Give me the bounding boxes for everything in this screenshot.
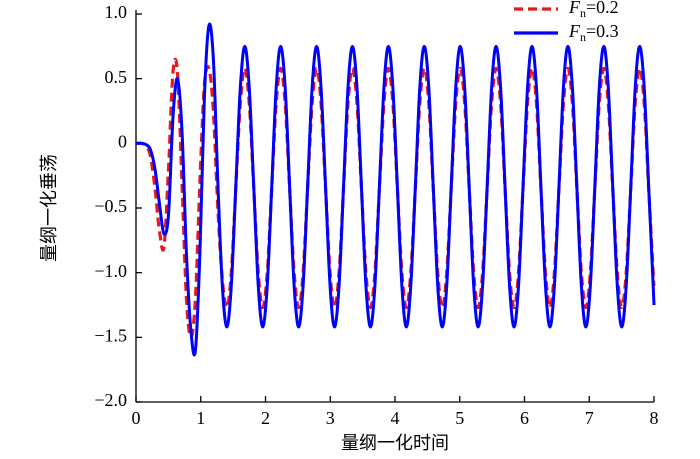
x-tick-label: 7 xyxy=(585,408,594,428)
x-tick-label: 3 xyxy=(326,408,335,428)
x-tick-label: 5 xyxy=(455,408,464,428)
x-tick-label: 6 xyxy=(520,408,529,428)
x-tick-label: 1 xyxy=(196,408,205,428)
legend-label: Fn=0.3 xyxy=(568,21,619,44)
x-tick-label: 2 xyxy=(261,408,270,428)
y-tick-label: −1.5 xyxy=(94,325,127,345)
series-line xyxy=(135,22,656,357)
x-axis-title: 量纲一化时间 xyxy=(341,433,449,454)
y-axis-title: 量纲一化垂荡 xyxy=(39,154,60,262)
y-tick-label: 0 xyxy=(118,131,127,151)
y-tick-label: 1.0 xyxy=(105,2,128,22)
y-tick-label: 0.5 xyxy=(105,67,128,87)
x-tick-label: 0 xyxy=(132,408,141,428)
y-tick-label: −2.0 xyxy=(94,390,127,410)
y-tick-label: −0.5 xyxy=(94,196,127,216)
y-tick-label: −1.0 xyxy=(94,261,127,281)
x-tick-label: 4 xyxy=(391,408,400,428)
x-tick-label: 8 xyxy=(650,408,659,428)
legend-label: Fn=0.2 xyxy=(568,0,619,20)
